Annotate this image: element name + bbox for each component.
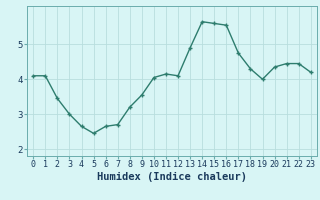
X-axis label: Humidex (Indice chaleur): Humidex (Indice chaleur) [97,172,247,182]
